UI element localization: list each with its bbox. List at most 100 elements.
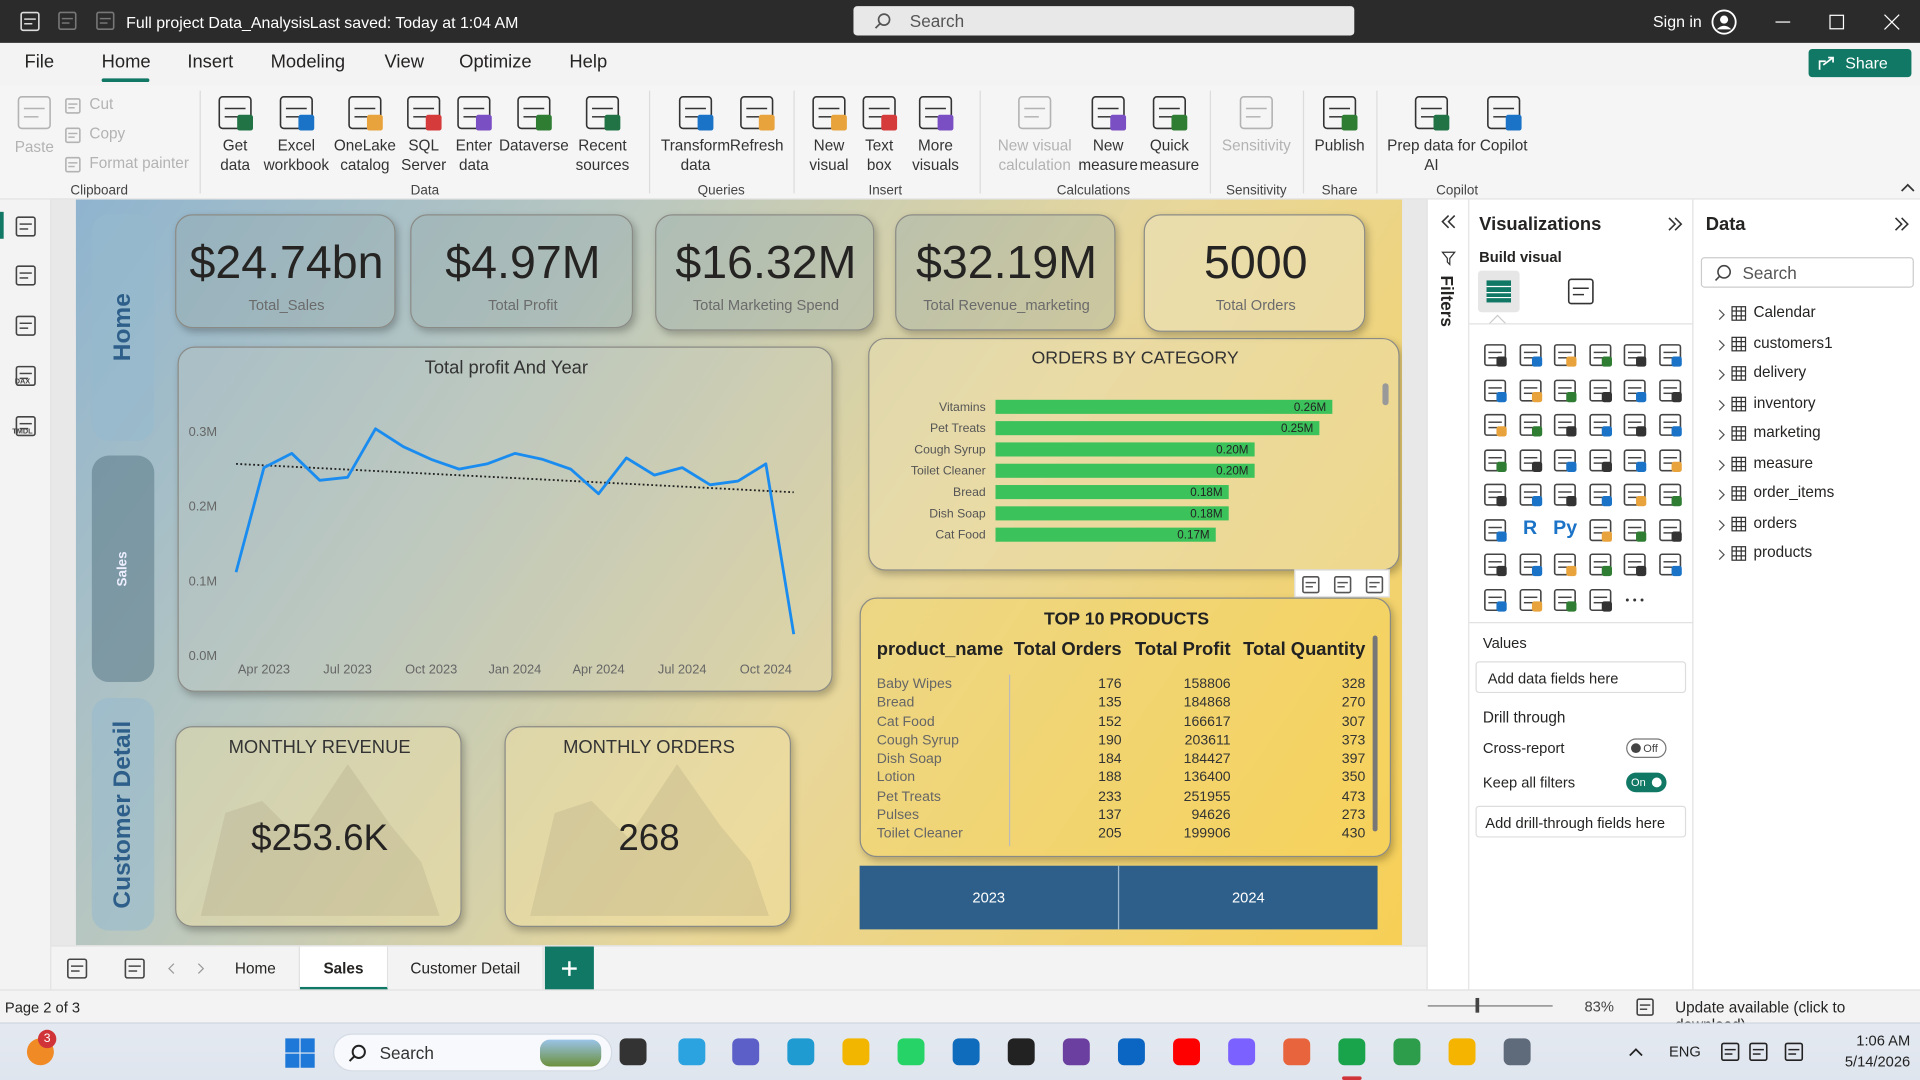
visual-type-icon[interactable]	[1552, 342, 1579, 369]
sign-in[interactable]: Sign in	[1653, 12, 1702, 31]
ribbon-small-button[interactable]: Cut	[89, 95, 114, 113]
taskbar-app[interactable]	[1282, 1037, 1311, 1066]
visual-type-icon[interactable]	[1587, 446, 1614, 473]
search-box[interactable]: Search	[853, 6, 1355, 36]
ribbon-button[interactable]: Enter data	[455, 137, 493, 174]
expand-chevron[interactable]	[1718, 489, 1725, 501]
ribbon-icon[interactable]	[276, 92, 318, 134]
ribbon-button[interactable]: New measure	[1078, 137, 1138, 174]
clock-date[interactable]: 5/14/2026	[1844, 1053, 1911, 1071]
page-nav-button[interactable]: Home	[91, 214, 155, 441]
page-tab[interactable]: Customer Detail	[388, 946, 544, 991]
field-well[interactable]: Add data fields here	[1475, 661, 1687, 694]
undo-icon[interactable]	[56, 10, 78, 32]
visual-type-icon[interactable]	[1657, 446, 1684, 473]
visual-type-icon[interactable]	[1587, 411, 1614, 438]
visual-type-icon[interactable]	[1482, 411, 1509, 438]
redo-icon[interactable]	[94, 10, 116, 32]
visual-type-icon[interactable]	[1622, 446, 1649, 473]
visual-type-icon[interactable]	[1657, 411, 1684, 438]
format-visual-icon[interactable]	[1565, 276, 1597, 308]
save-icon[interactable]	[18, 10, 41, 33]
visual-type-icon[interactable]	[1587, 551, 1614, 578]
ribbon-small-button[interactable]: Format painter	[89, 154, 189, 172]
ribbon-button[interactable]: New visual calculation	[997, 137, 1072, 174]
visual-type-icon[interactable]: Py	[1553, 517, 1578, 539]
collapse-pane[interactable]	[1668, 217, 1683, 232]
visual-type-icon[interactable]	[1552, 481, 1579, 508]
ribbon-icon[interactable]	[513, 92, 555, 134]
fit-to-page[interactable]	[1635, 997, 1656, 1018]
tray-icon[interactable]	[1719, 1041, 1741, 1063]
visual-type-icon[interactable]	[1482, 481, 1509, 508]
ribbon-button[interactable]: Prep data for AI	[1387, 137, 1476, 174]
expand-chevron[interactable]	[1718, 369, 1725, 381]
tray-overflow[interactable]	[1629, 1047, 1644, 1057]
visual-type-icon[interactable]	[1552, 551, 1579, 578]
ribbon-button[interactable]: Recent sources	[575, 137, 630, 174]
menu-tab[interactable]: Insert	[187, 51, 234, 73]
ribbon-icon[interactable]	[1319, 92, 1361, 134]
ribbon-button[interactable]: SQL Server	[401, 137, 447, 174]
more-visuals[interactable]	[1625, 597, 1645, 602]
visual-type-icon[interactable]	[1587, 586, 1614, 613]
window-min-button[interactable]	[1774, 13, 1791, 30]
ribbon-icon[interactable]	[808, 92, 850, 134]
table-visual-icon[interactable]	[1484, 277, 1513, 306]
ribbon-icon[interactable]	[582, 92, 624, 134]
table-name[interactable]: customers1	[1753, 333, 1833, 351]
expand-chevron[interactable]	[1718, 339, 1725, 351]
ribbon-icon[interactable]	[1483, 92, 1525, 134]
visual-type-icon[interactable]	[1517, 551, 1544, 578]
ribbon-button[interactable]: New visual	[809, 137, 849, 174]
ribbon-icon[interactable]	[1411, 92, 1453, 134]
visual-type-icon[interactable]	[1517, 586, 1544, 613]
visual-type-icon[interactable]	[1622, 481, 1649, 508]
ribbon-small-icon[interactable]	[64, 126, 82, 144]
visual-type-icon[interactable]	[1517, 481, 1544, 508]
ribbon-icon[interactable]	[1087, 92, 1129, 134]
visual-type-icon[interactable]	[1587, 516, 1614, 543]
ribbon-button[interactable]: Excel workbook	[263, 137, 330, 174]
tray-icon[interactable]	[1747, 1041, 1769, 1063]
menu-tab[interactable]: File	[24, 51, 55, 73]
menu-tab[interactable]: Home	[101, 51, 151, 73]
taskbar-app[interactable]	[1502, 1037, 1531, 1066]
table-name[interactable]: inventory	[1753, 393, 1816, 411]
ribbon-button[interactable]: Sensitivity	[1221, 137, 1291, 155]
table-name[interactable]: Calendar	[1753, 303, 1816, 321]
ribbon-icon[interactable]	[453, 92, 495, 134]
ribbon-icon[interactable]	[675, 92, 717, 134]
ribbon-icon[interactable]	[915, 92, 957, 134]
collapse-pane[interactable]	[1894, 217, 1909, 232]
visual-type-icon[interactable]	[1517, 411, 1544, 438]
visual-type-icon[interactable]: R	[1523, 517, 1538, 539]
taskbar-app[interactable]	[786, 1037, 815, 1066]
ribbon-button[interactable]: Text box	[865, 137, 894, 174]
menu-tab[interactable]: Help	[569, 51, 608, 73]
menu-tab[interactable]: Optimize	[459, 51, 532, 73]
start-button[interactable]	[285, 1038, 315, 1068]
visual-type-icon[interactable]	[1517, 342, 1544, 369]
ribbon-icon[interactable]	[1014, 92, 1056, 134]
zoom-level[interactable]: 83%	[1584, 997, 1614, 1016]
taskbar-app[interactable]	[1007, 1037, 1036, 1066]
zoom-slider-thumb[interactable]	[1475, 997, 1480, 1013]
taskbar-app[interactable]	[1172, 1037, 1201, 1066]
view-icon[interactable]	[13, 313, 37, 337]
taskbar-app[interactable]	[1337, 1037, 1366, 1066]
page-tab[interactable]: Sales	[300, 946, 389, 991]
filters-title[interactable]: Filters	[1437, 275, 1458, 327]
ribbon-small-button[interactable]: Copy	[89, 124, 126, 143]
taskbar-app[interactable]	[951, 1037, 980, 1066]
desktop-layout-icon[interactable]	[65, 956, 89, 980]
ribbon-icon[interactable]	[858, 92, 900, 134]
visual-type-icon[interactable]	[1482, 446, 1509, 473]
view-icon[interactable]	[13, 414, 37, 438]
ribbon-icon[interactable]	[13, 92, 55, 134]
view-icon[interactable]	[13, 214, 37, 238]
ribbon-button[interactable]: More visuals	[912, 137, 959, 174]
ribbon-button[interactable]: Quick measure	[1139, 137, 1200, 174]
visual-type-icon[interactable]	[1587, 481, 1614, 508]
clock-time[interactable]: 1:06 AM	[1856, 1032, 1911, 1050]
